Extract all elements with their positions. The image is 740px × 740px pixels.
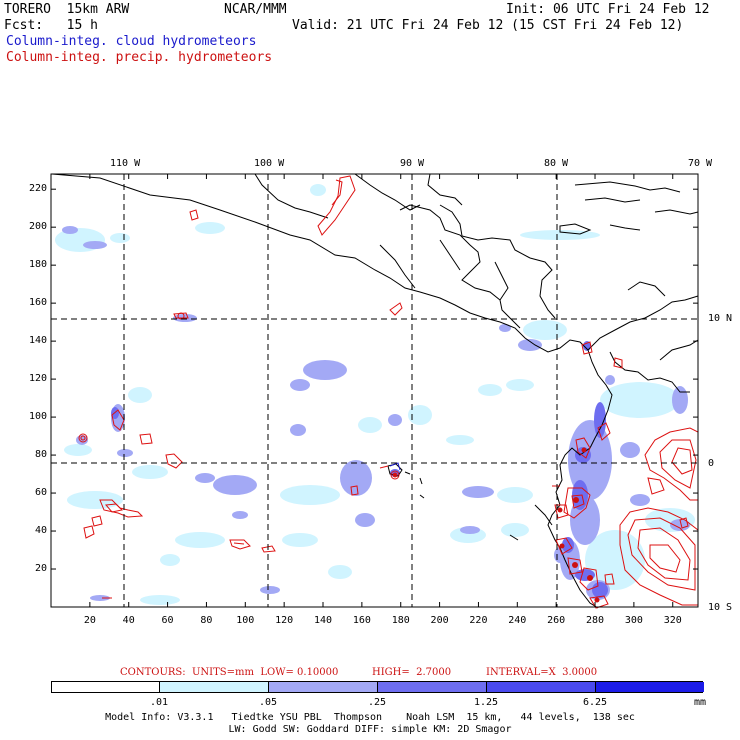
precip-contours bbox=[78, 175, 699, 609]
color-bar-label: 6.25 bbox=[583, 697, 608, 708]
y-tick-label: 120 bbox=[28, 373, 47, 385]
forecast-hour: Fcst: 15 h bbox=[4, 18, 98, 33]
galapagos-blue bbox=[389, 462, 401, 471]
field-cloud-label: Column-integ. cloud hydrometeors bbox=[6, 34, 257, 49]
x-tick-label: 300 bbox=[624, 615, 643, 626]
x-tick-label: 40 bbox=[122, 615, 135, 626]
x-tick-label: 260 bbox=[547, 615, 566, 626]
y-tick-label: 180 bbox=[28, 259, 47, 271]
contour-interval: INTERVAL=X 3.0000 bbox=[486, 667, 598, 678]
color-bar bbox=[51, 681, 704, 693]
color-bar-label: .05 bbox=[258, 697, 278, 708]
lon-label-70w: 70 W bbox=[688, 158, 713, 169]
x-tick-label: 180 bbox=[391, 615, 410, 626]
color-bar-bin bbox=[160, 682, 269, 692]
y-tick-label: 160 bbox=[28, 297, 47, 309]
x-tick-label: 280 bbox=[585, 615, 605, 626]
lon-label-110w: 110 W bbox=[110, 158, 141, 169]
cloud-hydrometeor-shading bbox=[55, 184, 695, 605]
contour-units: CONTOURS: UNITS=mm LOW= 0.10000 bbox=[120, 667, 339, 678]
contour-high: HIGH= 2.7000 bbox=[372, 667, 452, 678]
color-bar-label: 1.25 bbox=[474, 697, 499, 708]
axis-ticks bbox=[51, 174, 698, 607]
y-tick-label: 40 bbox=[34, 525, 47, 537]
x-tick-label: 120 bbox=[275, 615, 294, 626]
y-tick-label: 100 bbox=[28, 411, 47, 423]
y-tick-label: 20 bbox=[34, 563, 47, 575]
color-bar-bin bbox=[378, 682, 487, 692]
color-bar-label: .01 bbox=[149, 697, 169, 708]
y-tick-label: 140 bbox=[28, 335, 47, 347]
color-bar-bin bbox=[596, 682, 704, 692]
lat-label-0: 0 bbox=[708, 458, 715, 469]
y-tick-label: 80 bbox=[34, 449, 47, 461]
y-tick-label: 220 bbox=[28, 183, 47, 195]
lon-label-90w: 90 W bbox=[400, 158, 425, 169]
lon-label-100w: 100 W bbox=[254, 158, 285, 169]
lat-label-10s: 10 S bbox=[708, 602, 733, 613]
x-tick-label: 240 bbox=[508, 615, 527, 626]
center-label: NCAR/MMM bbox=[224, 2, 287, 17]
color-bar-bin bbox=[487, 682, 596, 692]
x-tick-label: 200 bbox=[430, 615, 449, 626]
color-bar-bin bbox=[269, 682, 378, 692]
x-tick-label: 20 bbox=[83, 615, 96, 626]
color-bar-unit: mm bbox=[694, 697, 707, 708]
lat-lon-grid bbox=[51, 174, 698, 607]
precip-peaks bbox=[393, 447, 600, 603]
field-precip-label: Column-integ. precip. hydrometeors bbox=[6, 50, 273, 65]
model-info-line2: LW: Godd SW: Goddard DIFF: simple KM: 2D… bbox=[228, 724, 512, 735]
x-tick-label: 100 bbox=[236, 615, 255, 626]
x-tick-label: 60 bbox=[161, 615, 174, 626]
init-time: Init: 06 UTC Fri 24 Feb 12 bbox=[506, 2, 710, 17]
lon-label-80w: 80 W bbox=[544, 158, 569, 169]
lat-label-10n: 10 N bbox=[708, 313, 733, 324]
color-bar-bin bbox=[52, 682, 160, 692]
map-frame bbox=[50, 173, 699, 608]
y-tick-label: 60 bbox=[34, 487, 47, 499]
x-tick-label: 140 bbox=[313, 615, 333, 626]
x-tick-label: 80 bbox=[200, 615, 213, 626]
model-id: TORERO 15km ARW bbox=[4, 2, 130, 17]
color-bar-label: .25 bbox=[367, 697, 387, 708]
valid-time: Valid: 21 UTC Fri 24 Feb 12 (15 CST Fri … bbox=[292, 18, 684, 33]
model-info-line1: Model Info: V3.3.1 Tiedtke YSU PBL Thomp… bbox=[105, 712, 635, 723]
x-tick-label: 220 bbox=[469, 615, 488, 626]
y-tick-label: 200 bbox=[28, 221, 47, 233]
x-tick-label: 160 bbox=[352, 615, 371, 626]
x-tick-label: 320 bbox=[663, 615, 682, 626]
